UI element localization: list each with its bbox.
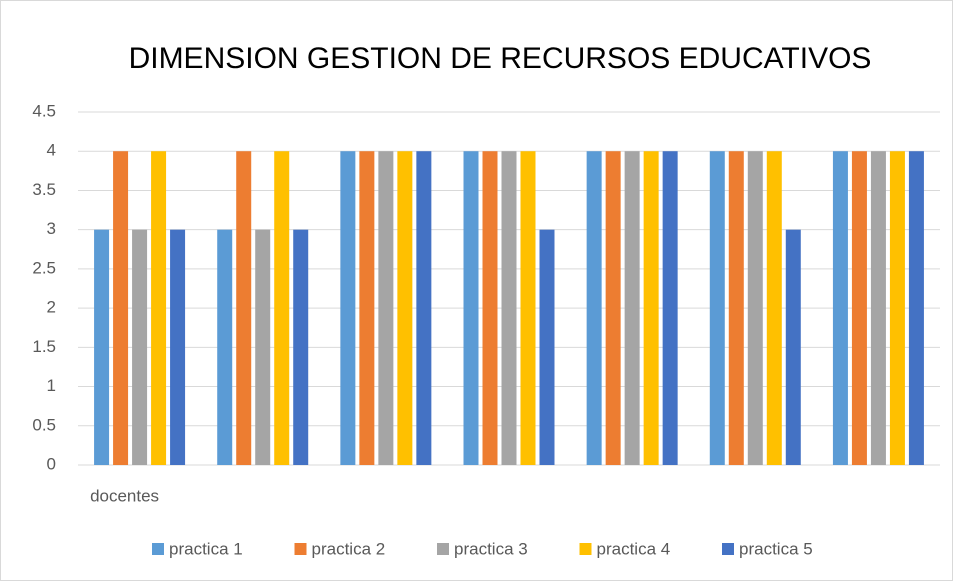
bar (709, 151, 725, 465)
bar (870, 151, 886, 465)
y-tick-label: 1.5 (32, 337, 56, 356)
bar (624, 151, 640, 465)
chart-title: DIMENSION GESTION DE RECURSOS EDUCATIVOS (129, 42, 872, 75)
bar (416, 151, 432, 465)
bar (908, 151, 924, 465)
legend-swatch (294, 543, 307, 555)
x-tick-label: docentes (90, 486, 159, 505)
bar (605, 151, 621, 465)
bar (463, 151, 479, 465)
bar (643, 151, 659, 465)
y-tick-label: 1 (47, 376, 56, 395)
legend-swatch (722, 543, 734, 555)
bar (586, 151, 602, 465)
bar (397, 151, 413, 465)
bar (520, 151, 536, 465)
bar (851, 151, 867, 465)
bar (132, 229, 148, 465)
y-tick-label: 3 (47, 219, 56, 238)
bar (539, 229, 555, 465)
bar (217, 229, 233, 465)
y-tick-label: 4 (47, 141, 56, 160)
legend-label: practica 4 (597, 539, 671, 558)
bar (151, 151, 167, 465)
legend-swatch (437, 543, 449, 555)
y-tick-label: 2 (47, 298, 56, 317)
legend-swatch (152, 543, 164, 555)
y-tick-label: 4.5 (32, 101, 56, 120)
bar (94, 229, 110, 465)
legend-swatch (579, 543, 592, 555)
legend-label: practica 5 (739, 539, 813, 558)
y-tick-label: 3.5 (32, 180, 56, 199)
bar (747, 151, 763, 465)
bar (728, 151, 744, 465)
bar (482, 151, 498, 465)
bar (113, 151, 129, 465)
bar (293, 229, 309, 465)
bar (889, 151, 905, 465)
bar (274, 151, 290, 465)
legend-label: practica 1 (169, 539, 243, 558)
bar (255, 229, 271, 465)
legend-label: practica 2 (312, 539, 386, 558)
legend-label: practica 3 (454, 539, 528, 558)
bar (501, 151, 517, 465)
bar (170, 229, 186, 465)
bar (378, 151, 394, 465)
bar (662, 151, 678, 465)
bar (340, 151, 356, 465)
bar (785, 229, 801, 465)
bar (236, 151, 252, 465)
bar (359, 151, 375, 465)
y-tick-label: 0 (47, 454, 56, 473)
y-tick-label: 0.5 (32, 415, 56, 434)
bar (832, 151, 848, 465)
bar (766, 151, 782, 465)
y-tick-label: 2.5 (32, 258, 56, 277)
